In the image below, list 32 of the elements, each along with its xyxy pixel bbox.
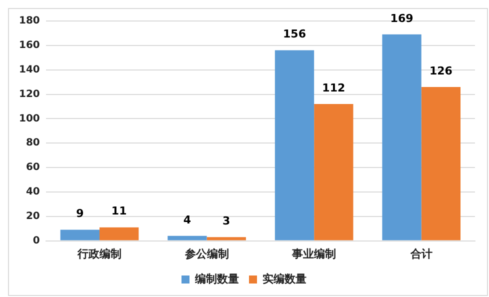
- data-label: 156: [283, 28, 306, 41]
- bar: [274, 50, 314, 240]
- y-tick-label: 80: [26, 138, 40, 149]
- data-label: 169: [390, 12, 414, 25]
- legend-label: 实编数量: [262, 272, 306, 286]
- y-tick-label: 100: [19, 113, 40, 124]
- y-tick-label: 160: [19, 40, 40, 52]
- data-label: 126: [429, 64, 453, 78]
- bar: [314, 104, 354, 240]
- data-label: 9: [76, 207, 84, 220]
- y-tick-label: 140: [19, 64, 40, 76]
- bar: [168, 236, 207, 240]
- x-tick-label: 参公编制: [184, 247, 229, 260]
- x-tick-label: 事业编制: [291, 247, 336, 260]
- x-tick-label: 合计: [409, 247, 432, 260]
- bar: [206, 237, 246, 240]
- y-tick-label: 20: [26, 210, 40, 222]
- bar: [100, 227, 139, 240]
- y-tick-label: 60: [26, 162, 40, 174]
- data-label: 3: [222, 214, 230, 228]
- y-tick-label: 120: [19, 88, 40, 100]
- x-tick-label: 行政编制: [76, 247, 122, 260]
- bar: [421, 86, 461, 240]
- y-tick-label: 40: [26, 186, 40, 198]
- data-label: 112: [322, 81, 346, 94]
- bar: [382, 34, 422, 240]
- bar: [60, 230, 100, 240]
- data-label: 11: [111, 204, 127, 218]
- y-tick-label: 180: [19, 16, 40, 27]
- y-tick-label: 0: [32, 235, 40, 246]
- legend-label: 编制数量: [194, 272, 239, 286]
- data-label: 4: [183, 213, 192, 226]
